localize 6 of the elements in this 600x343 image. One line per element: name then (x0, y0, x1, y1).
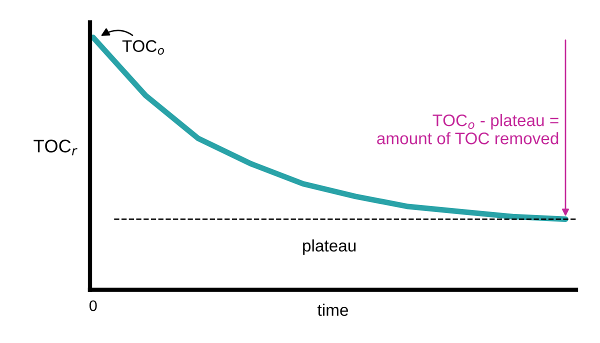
y-axis-title: TOC$_{r}$ (34, 140, 78, 156)
text: 0 (90, 300, 97, 312)
annotation: TOC$_{o}$ (122, 40, 164, 55)
ref-line-label: plateau (303, 239, 356, 255)
x-axis-title: time (318, 304, 348, 316)
annotation: TOC$_{o}$ - plateau = amount of TOC removed (377, 114, 558, 144)
